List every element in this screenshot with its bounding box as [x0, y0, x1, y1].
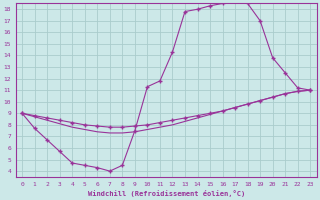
X-axis label: Windchill (Refroidissement éolien,°C): Windchill (Refroidissement éolien,°C) — [88, 190, 245, 197]
